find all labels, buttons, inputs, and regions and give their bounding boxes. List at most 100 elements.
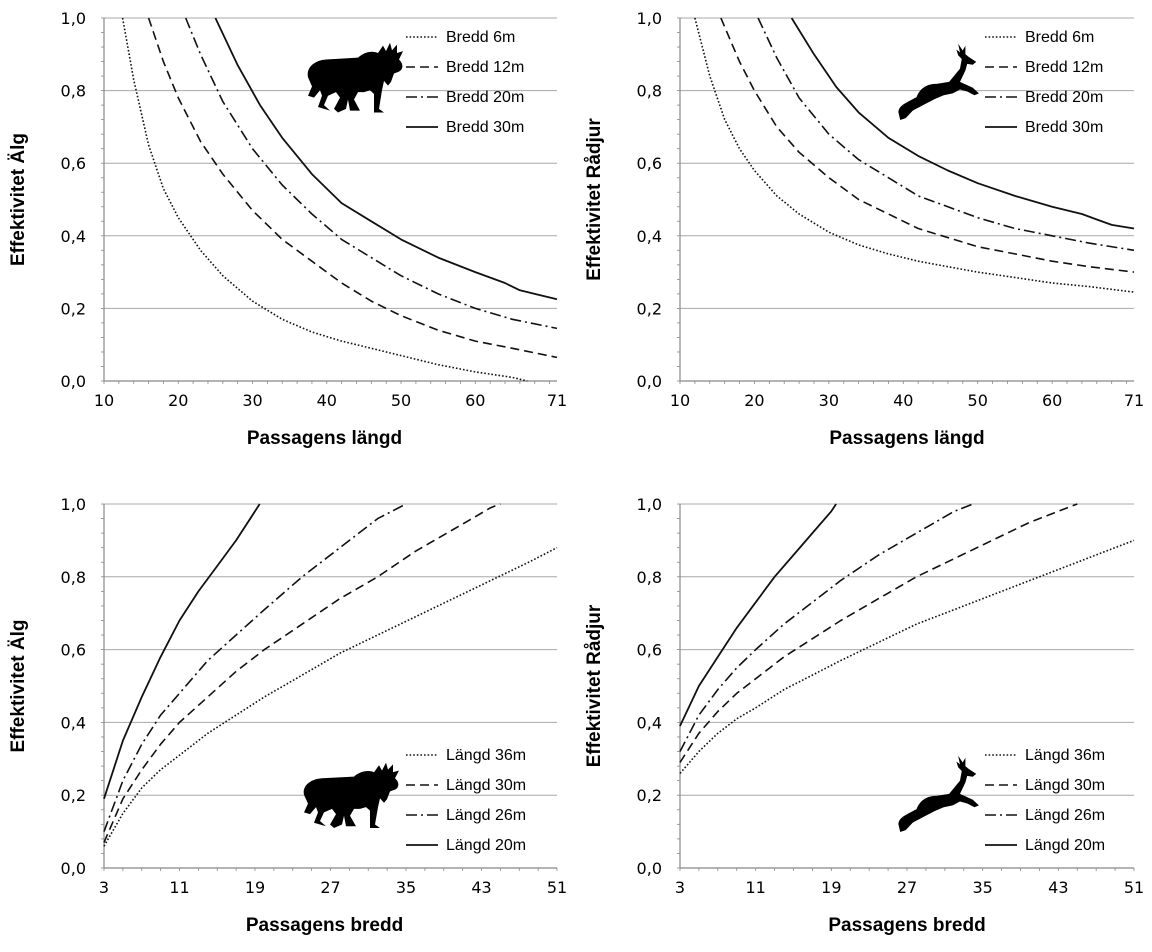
y-tick-label: 0,6	[637, 641, 662, 660]
y-tick-label: 0,6	[61, 641, 86, 660]
y-tick-label: 1,0	[637, 495, 662, 514]
x-tick-label: 11	[745, 878, 765, 897]
series-line-bredd-20m	[184, 17, 558, 330]
legend-label: Längd 26m	[446, 807, 526, 824]
y-tick-label: 0,6	[61, 154, 86, 173]
x-tick-label: 60	[1042, 391, 1062, 410]
x-axis-title: Passagens längd	[247, 428, 402, 449]
legend-label: Längd 36m	[1025, 747, 1105, 764]
series-line-bredd-30m	[790, 17, 1135, 230]
x-tick-label: 10	[94, 391, 114, 410]
x-tick-label: 43	[1048, 878, 1068, 897]
moose-icon	[303, 762, 399, 829]
legend-label: Längd 20m	[446, 837, 526, 854]
deer-icon-shape	[898, 43, 979, 121]
y-tick-label: 0,8	[637, 568, 662, 587]
x-tick-label: 3	[99, 878, 109, 897]
chart-panel-bottom-right: 3 11 19 27 35 43 51 0,0 0,2 0,4 0,6 0,8 1,0 Passagens…	[584, 495, 1144, 936]
y-axis-title: Effektivitet Rådjur	[584, 604, 605, 767]
series-line-längd-20m	[679, 503, 837, 727]
deer-icon	[898, 43, 979, 121]
x-tick-label: 71	[1124, 391, 1144, 410]
x-axis-title: Passagens bredd	[828, 915, 985, 936]
series-line-bredd-12m	[720, 17, 1135, 273]
x-tick-label: 19	[245, 878, 265, 897]
x-tick-label: 27	[320, 878, 340, 897]
x-tick-label: 30	[819, 391, 839, 410]
x-tick-label: 35	[972, 878, 992, 897]
x-tick-label: 30	[242, 391, 262, 410]
legend-label: Längd 36m	[446, 747, 526, 764]
y-tick-label: 0,2	[637, 299, 662, 318]
series-line-längd-36m	[679, 539, 1135, 774]
series-line-bredd-20m	[757, 17, 1135, 252]
y-tick-label: 1,0	[637, 9, 662, 28]
y-tick-label: 0,0	[61, 372, 86, 391]
deer-icon-shape	[898, 755, 979, 833]
y-tick-label: 0,0	[637, 859, 662, 878]
y-tick-label: 1,0	[61, 495, 86, 514]
x-tick-label: 51	[1124, 878, 1144, 897]
y-tick-label: 0,2	[61, 786, 86, 805]
x-tick-label: 10	[670, 391, 690, 410]
y-tick-label: 0,2	[61, 299, 86, 318]
y-tick-label: 1,0	[61, 9, 86, 28]
x-tick-label: 19	[821, 878, 841, 897]
legend-label: Bredd 12m	[446, 59, 524, 76]
x-tick-label: 43	[471, 878, 491, 897]
moose-icon-shape	[307, 42, 403, 113]
x-tick-label: 40	[893, 391, 913, 410]
y-tick-label: 0,4	[637, 713, 662, 732]
x-tick-label: 40	[317, 391, 337, 410]
x-tick-label: 50	[391, 391, 411, 410]
x-tick-label: 3	[675, 878, 685, 897]
x-axis-title: Passagens längd	[829, 428, 984, 449]
moose-icon-shape	[303, 762, 399, 829]
legend-label: Bredd 30m	[446, 119, 524, 136]
legend-label: Bredd 6m	[446, 29, 515, 46]
y-axis-title: Effektivitet Älg	[8, 619, 29, 752]
x-axis-title: Passagens bredd	[246, 915, 403, 936]
legend-label: Bredd 30m	[1025, 119, 1103, 136]
x-tick-label: 11	[169, 878, 189, 897]
legend-label: Längd 30m	[1025, 777, 1105, 794]
y-tick-label: 0,4	[637, 227, 662, 246]
chart-panel-bottom-left: 3 11 19 27 35 43 51 0,0 0,2 0,4 0,6 0,8 1,0 Passagens…	[8, 495, 567, 936]
deer-icon	[898, 755, 979, 833]
legend-label: Längd 20m	[1025, 837, 1105, 854]
legend-label: Bredd 20m	[446, 89, 524, 106]
series-line-längd-30m	[679, 503, 1078, 763]
y-tick-label: 0,4	[61, 713, 86, 732]
y-tick-label: 0,0	[637, 372, 662, 391]
legend: Längd 36m Längd 30m Längd 26m Längd 20m	[406, 747, 526, 854]
y-axis-title: Effektivitet Rådjur	[584, 118, 605, 281]
y-tick-label: 0,2	[637, 786, 662, 805]
legend-label: Bredd 6m	[1025, 29, 1094, 46]
legend-label: Bredd 20m	[1025, 89, 1103, 106]
x-tick-label: 50	[968, 391, 988, 410]
y-tick-label: 0,4	[61, 227, 86, 246]
y-tick-label: 0,8	[61, 568, 86, 587]
y-tick-label: 0,0	[61, 859, 86, 878]
legend-label: Längd 26m	[1025, 807, 1105, 824]
y-tick-label: 0,6	[637, 154, 662, 173]
x-tick-label: 20	[744, 391, 764, 410]
series-line-längd-30m	[103, 503, 501, 843]
y-tick-label: 0,8	[61, 82, 86, 101]
series-line-bredd-30m	[214, 17, 558, 301]
moose-icon	[307, 42, 403, 113]
x-tick-label: 71	[547, 391, 567, 410]
x-tick-label: 51	[547, 878, 567, 897]
series-line-längd-20m	[103, 503, 261, 800]
x-tick-label: 60	[465, 391, 485, 410]
x-tick-label: 35	[396, 878, 416, 897]
legend: Bredd 6m Bredd 12m Bredd 20m Bredd 30m	[406, 29, 524, 136]
legend-label: Längd 30m	[446, 777, 526, 794]
chart-panel-top-left: 10 20 30 40 50 60 71 0,0 0,2 0,4 0,6 0,8 1,0 Passagen…	[8, 9, 567, 449]
series-line-längd-26m	[679, 503, 974, 752]
series-line-längd-26m	[103, 503, 407, 832]
y-tick-label: 0,8	[637, 82, 662, 101]
y-axis-title: Effektivitet Älg	[8, 133, 29, 266]
series-line-bredd-12m	[147, 17, 558, 359]
